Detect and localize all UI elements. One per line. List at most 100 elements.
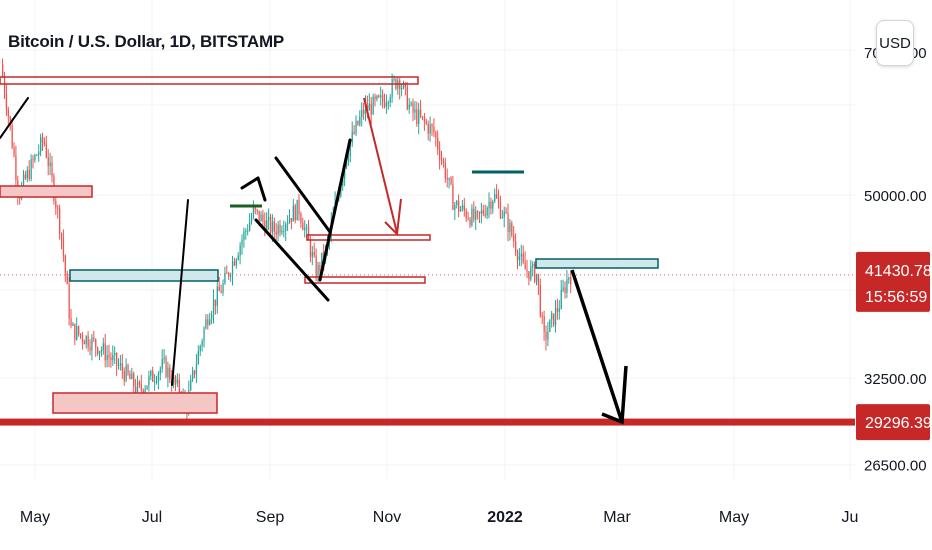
support-mid-band [304, 276, 426, 284]
candle-body [38, 151, 40, 155]
candle-body [319, 265, 321, 271]
candle-body [566, 279, 568, 293]
candle-body [351, 131, 353, 143]
candle-body [543, 316, 545, 332]
teal-zone-left [69, 269, 219, 282]
candle-body [197, 351, 199, 365]
candle-body [387, 102, 389, 104]
candle-body [218, 286, 220, 292]
candle-body [224, 272, 226, 284]
candle-body [427, 123, 429, 134]
candle-body [131, 373, 133, 380]
candle-body [62, 238, 65, 256]
candle-body [459, 208, 462, 212]
candle-body [70, 318, 72, 326]
candle-body [383, 101, 386, 107]
candle-body [553, 313, 555, 326]
candle-body [288, 218, 291, 223]
candle-body [104, 343, 106, 361]
candle-body [117, 365, 120, 367]
candle-body [121, 363, 123, 372]
candle-body [40, 137, 42, 152]
candle-body [349, 142, 351, 156]
candle-body [385, 103, 388, 107]
candle-body [231, 261, 234, 276]
candle-body [287, 222, 289, 225]
candle-body [408, 104, 410, 110]
candles [2, 58, 572, 421]
candle-body [209, 319, 211, 325]
candle-body [345, 162, 348, 168]
candle-body [450, 177, 452, 185]
candle-body [454, 204, 456, 210]
candle-body [100, 350, 103, 352]
candle-body [444, 162, 446, 179]
candle-body [309, 239, 312, 257]
last-price-label: 41430.78 [865, 263, 932, 280]
candle-body [435, 132, 437, 138]
candle-body [207, 319, 209, 325]
candle-body [64, 255, 66, 274]
candle-body [129, 373, 131, 380]
candle-body [347, 155, 350, 163]
time-tick-label: Ju [842, 509, 859, 526]
candle-body [516, 252, 519, 260]
candle-body [74, 323, 76, 340]
candle-body [68, 284, 70, 319]
candle-body [199, 345, 201, 352]
candle-body [357, 121, 359, 125]
candle-body [496, 194, 498, 199]
candle-body [203, 328, 205, 342]
candle-body [494, 194, 496, 202]
candle-body [43, 141, 46, 144]
candle-body [501, 217, 503, 219]
candle-body [370, 103, 372, 115]
candle-body [275, 231, 277, 235]
candle-body [418, 109, 420, 124]
candle-body [41, 137, 44, 142]
candle-body [13, 147, 15, 156]
candle-body [106, 354, 108, 361]
candle-body [515, 241, 517, 253]
currency-button[interactable]: USD [876, 20, 914, 66]
candle-body [235, 259, 237, 266]
candle-body [22, 174, 25, 185]
price-axis: 70000.0050000.0032500.0026500.00MayJulSe… [20, 45, 932, 526]
candle-body [560, 290, 562, 309]
resistance-top-band [0, 76, 419, 85]
candle-body [176, 379, 179, 384]
candle-body [150, 370, 152, 376]
candle-body [243, 231, 245, 240]
candle-body [174, 376, 177, 384]
support-price-label: 29296.39 [865, 415, 932, 432]
candle-body [378, 95, 380, 98]
candle-body [36, 154, 38, 156]
candle-body [247, 230, 249, 232]
candle-body [570, 277, 572, 285]
candle-body [119, 363, 122, 366]
support-line [0, 418, 855, 426]
candle-body [344, 167, 346, 179]
price-tick-label: 50000.00 [864, 188, 927, 205]
candle-body [304, 227, 306, 230]
candle-body [522, 253, 524, 262]
candle-body [530, 266, 532, 280]
candle-body [3, 76, 6, 94]
candle-body [114, 353, 116, 355]
candle-body [482, 210, 484, 214]
candle-body [239, 245, 241, 256]
candle-body [233, 261, 236, 266]
candle-body [484, 213, 486, 216]
candle-body [452, 184, 454, 210]
candle-body [60, 233, 63, 239]
candle-body [423, 116, 426, 122]
candle-body [486, 207, 488, 216]
candle-body [431, 124, 433, 127]
candle-body [237, 255, 239, 260]
candle-body [467, 218, 469, 220]
candle-body [222, 283, 224, 293]
candle-body [283, 230, 285, 232]
candle-body [313, 252, 315, 256]
candle-body [193, 370, 196, 375]
